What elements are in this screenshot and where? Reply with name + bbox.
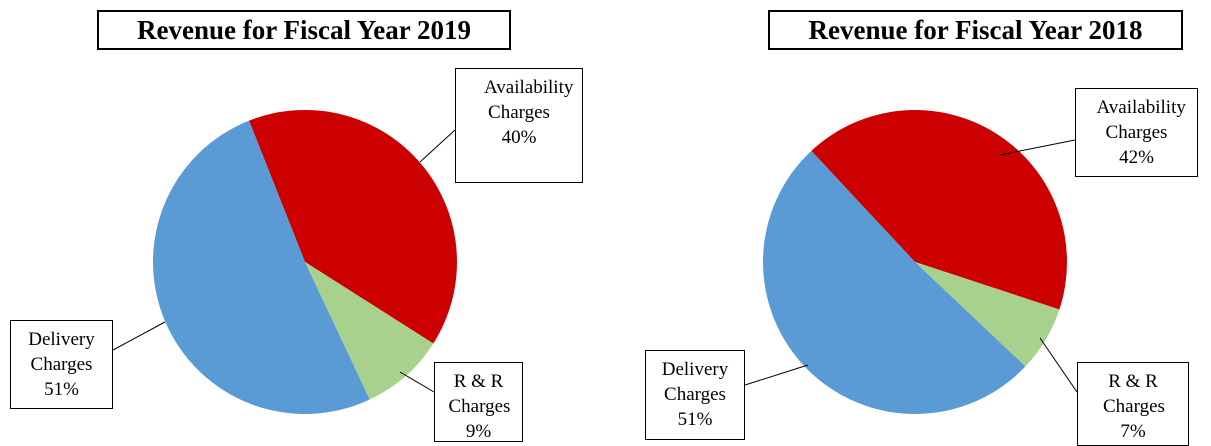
data-label: Availability Charges 40% [455, 68, 583, 183]
pie-slice [305, 262, 434, 400]
leader-line [419, 129, 456, 163]
label-category: Availability Charges [484, 77, 574, 123]
data-label: Delivery Charges 51% [10, 320, 113, 409]
chart-title: Revenue for Fiscal Year 2018 [768, 10, 1183, 50]
chart-title: Revenue for Fiscal Year 2019 [97, 10, 511, 50]
label-value: 42% [1119, 147, 1154, 168]
label-value: 9% [465, 421, 492, 442]
label-category: Delivery Charges [28, 329, 95, 375]
pie-slice [153, 120, 370, 414]
pie-slice [811, 110, 1067, 310]
pie-slice [249, 110, 457, 344]
data-label: Availability Charges 42% [1075, 88, 1198, 177]
label-value: 7% [1120, 421, 1146, 442]
pie-slice [763, 150, 1026, 414]
leader-line [744, 364, 809, 386]
data-label: R & R Charges 9% [434, 362, 523, 442]
data-label: R & R Charges 7% [1077, 362, 1189, 446]
leader-line [112, 321, 166, 351]
data-label: Delivery Charges 51% [645, 350, 745, 440]
pie-slice [915, 262, 1060, 367]
label-category: R & R Charges [1103, 371, 1165, 417]
label-category: R & R Charges [448, 371, 511, 417]
label-category: Availability Charges [1096, 97, 1186, 143]
leader-line [399, 371, 435, 393]
label-value: 51% [44, 379, 79, 400]
label-value: 51% [677, 409, 713, 430]
leader-line [999, 139, 1076, 156]
label-category: Delivery Charges [661, 359, 729, 405]
label-value: 40% [501, 127, 537, 148]
leader-line [1039, 337, 1078, 393]
